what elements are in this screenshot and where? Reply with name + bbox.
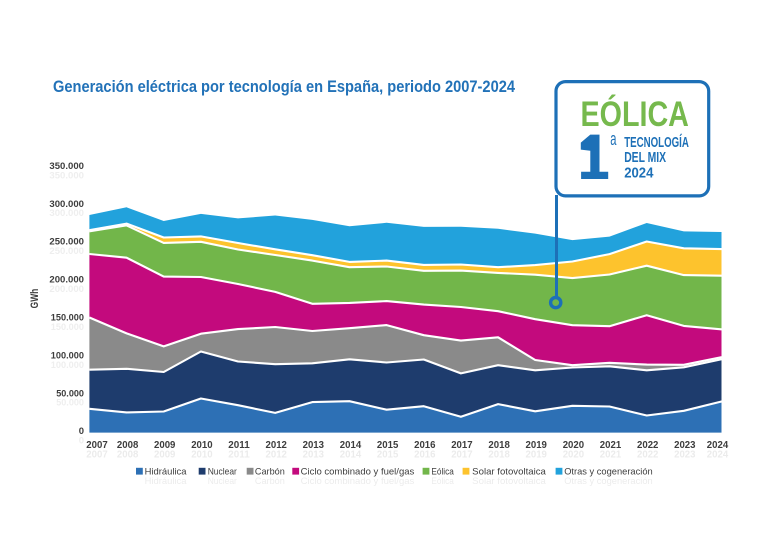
svg-text:2021: 2021 — [600, 450, 622, 461]
svg-text:Ciclo combinado y fuel/gas: Ciclo combinado y fuel/gas — [301, 476, 415, 487]
svg-text:2013: 2013 — [303, 450, 325, 461]
svg-text:2022: 2022 — [637, 450, 659, 461]
svg-text:2015: 2015 — [377, 450, 399, 461]
svg-text:2007: 2007 — [86, 440, 108, 451]
svg-text:2013: 2013 — [303, 440, 325, 451]
svg-text:2014: 2014 — [340, 450, 362, 461]
svg-text:2023: 2023 — [674, 440, 696, 451]
svg-text:2018: 2018 — [488, 450, 510, 461]
svg-text:250.000: 250.000 — [49, 246, 84, 257]
svg-text:2021: 2021 — [600, 440, 622, 451]
svg-text:100.000: 100.000 — [51, 350, 84, 361]
svg-text:300.000: 300.000 — [49, 199, 84, 210]
svg-text:200.000: 200.000 — [49, 275, 84, 286]
svg-text:Nuclear: Nuclear — [208, 476, 237, 487]
svg-text:2023: 2023 — [674, 450, 696, 461]
svg-text:2019: 2019 — [526, 450, 548, 461]
svg-text:Otras y cogeneración: Otras y cogeneración — [564, 476, 653, 487]
svg-text:Eólica: Eólica — [431, 476, 454, 487]
svg-text:Solar fotovoltaica: Solar fotovoltaica — [472, 476, 546, 487]
svg-text:2012: 2012 — [266, 440, 288, 451]
svg-text:150.000: 150.000 — [51, 322, 84, 333]
svg-text:2020: 2020 — [563, 440, 585, 451]
svg-text:2024: 2024 — [707, 450, 729, 461]
svg-text:2024: 2024 — [707, 440, 729, 451]
svg-text:2022: 2022 — [637, 440, 659, 451]
svg-text:100.000: 100.000 — [51, 360, 84, 371]
svg-text:2014: 2014 — [340, 440, 362, 451]
svg-text:Eólica: Eólica — [431, 467, 454, 478]
svg-text:a: a — [610, 129, 617, 149]
svg-text:Carbón: Carbón — [255, 476, 285, 487]
svg-text:300.000: 300.000 — [49, 208, 84, 219]
svg-text:Ciclo combinado y fuel/gas: Ciclo combinado y fuel/gas — [301, 467, 415, 478]
svg-text:Generación eléctrica por tecno: Generación eléctrica por tecnología en E… — [53, 77, 515, 96]
svg-text:2009: 2009 — [154, 440, 176, 451]
svg-text:DEL MIX: DEL MIX — [624, 150, 666, 166]
svg-text:2018: 2018 — [488, 440, 510, 451]
svg-text:2010: 2010 — [191, 440, 213, 451]
svg-text:2019: 2019 — [526, 440, 548, 451]
svg-text:2017: 2017 — [451, 450, 473, 461]
svg-text:2007: 2007 — [86, 450, 108, 461]
svg-text:2011: 2011 — [228, 440, 250, 451]
svg-text:Otras y cogeneración: Otras y cogeneración — [564, 467, 653, 478]
svg-text:Hidráulica: Hidráulica — [145, 467, 188, 478]
svg-text:Solar fotovoltaica: Solar fotovoltaica — [472, 467, 546, 478]
svg-text:2008: 2008 — [117, 450, 139, 461]
svg-text:2008: 2008 — [117, 440, 139, 451]
svg-text:350.000: 350.000 — [49, 171, 84, 182]
svg-text:2017: 2017 — [451, 440, 473, 451]
svg-text:2016: 2016 — [414, 440, 436, 451]
svg-text:GWh: GWh — [29, 288, 41, 308]
svg-text:Hidráulica: Hidráulica — [145, 476, 188, 487]
svg-text:50.000: 50.000 — [56, 398, 84, 409]
svg-text:350.000: 350.000 — [49, 161, 84, 172]
svg-text:0: 0 — [79, 436, 84, 447]
svg-text:TECNOLOGÍA: TECNOLOGÍA — [624, 134, 689, 151]
svg-text:Carbón: Carbón — [255, 467, 285, 478]
svg-text:EÓLICA: EÓLICA — [581, 94, 689, 134]
svg-text:200.000: 200.000 — [49, 284, 84, 295]
svg-text:Nuclear: Nuclear — [208, 467, 237, 478]
svg-text:2009: 2009 — [154, 450, 176, 461]
svg-text:2016: 2016 — [414, 450, 436, 461]
svg-text:2024: 2024 — [624, 165, 653, 181]
svg-text:2010: 2010 — [191, 450, 213, 461]
svg-text:2012: 2012 — [266, 450, 288, 461]
svg-text:50.000: 50.000 — [56, 388, 84, 399]
svg-text:2011: 2011 — [228, 450, 250, 461]
svg-text:0: 0 — [79, 426, 84, 437]
svg-text:150.000: 150.000 — [51, 313, 84, 324]
svg-text:2015: 2015 — [377, 440, 399, 451]
svg-text:250.000: 250.000 — [49, 237, 84, 248]
svg-text:2020: 2020 — [563, 450, 585, 461]
